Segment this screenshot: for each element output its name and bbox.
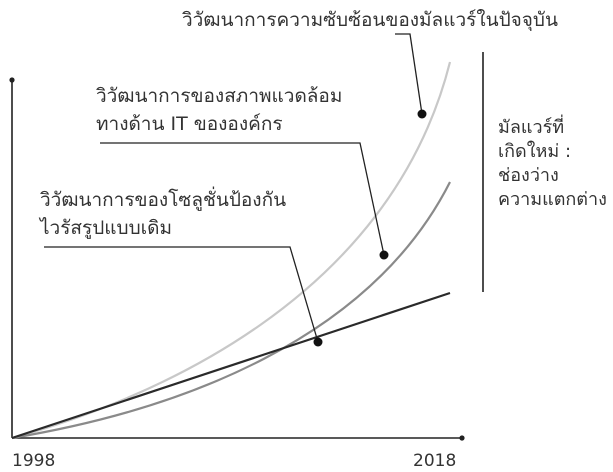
marker-dot-antivirus <box>313 337 323 347</box>
x-tick-label-start: 1998 <box>12 451 55 471</box>
side-label-line3: ช่องว่าง <box>498 165 559 186</box>
y-axis-end-dot <box>9 77 15 83</box>
series-line-traditional-antivirus <box>11 291 451 440</box>
leader-line-top <box>395 33 423 115</box>
side-label-line2: เกิดใหม่ : <box>498 140 571 162</box>
annotation-top: วิวัฒนาการความซับซ้อนของมัลแวร์ในปัจจุบั… <box>182 9 558 32</box>
leader-line-bottom <box>44 246 319 343</box>
x-axis-end-dot <box>459 435 465 441</box>
annotation-middle-line1: วิวัฒนาการของสภาพแวดล้อม <box>96 85 343 107</box>
annotation-middle-line2: ทางด้าน IT ขององค์กร <box>96 113 283 135</box>
side-label-line4: ความแตกต่าง <box>498 189 607 210</box>
series-line-it-environment <box>11 181 451 440</box>
leader-line-middle <box>100 142 385 256</box>
marker-dot-it <box>379 250 389 260</box>
marker-dot-malware <box>417 109 427 119</box>
side-label-line1: มัลแวร์ที่ <box>498 114 564 138</box>
x-tick-label-end: 2018 <box>413 451 456 471</box>
annotation-bottom-line2: ไวรัสรูปแบบเดิม <box>38 217 172 239</box>
annotation-bottom-line1: วิวัฒนาการของโซลูชั่นป้องกัน <box>40 186 286 211</box>
